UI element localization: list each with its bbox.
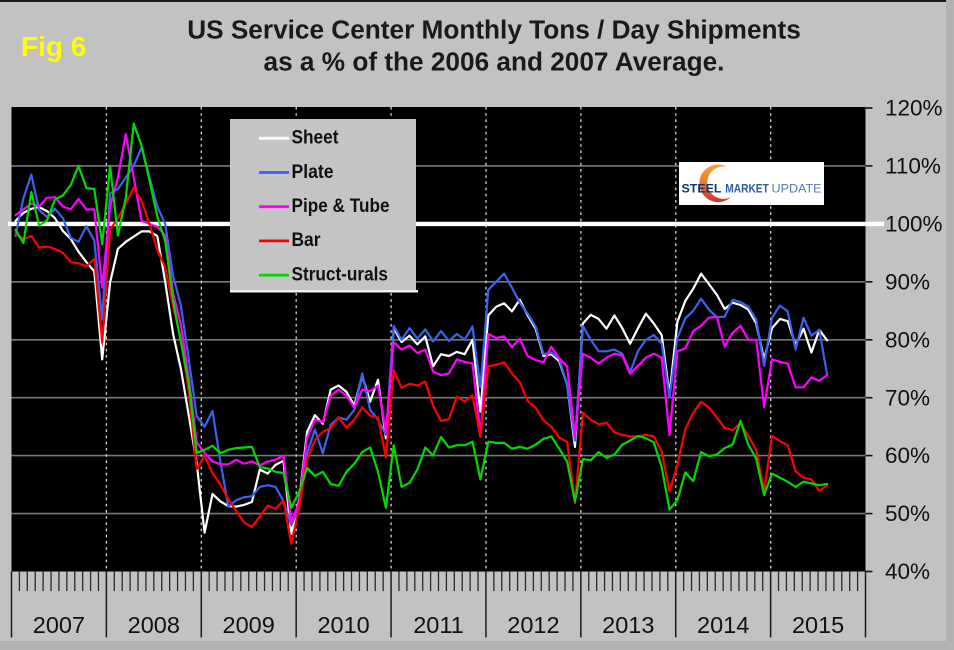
svg-text:Pipe & Tube: Pipe & Tube — [292, 195, 390, 217]
svg-text:2009: 2009 — [223, 612, 275, 638]
svg-text:2012: 2012 — [507, 612, 559, 638]
svg-text:US Service Center Monthly Tons: US Service Center Monthly Tons / Day Shi… — [187, 15, 801, 45]
svg-text:STEEL: STEEL — [682, 182, 722, 196]
svg-text:UPDATE: UPDATE — [772, 182, 822, 196]
svg-text:80%: 80% — [885, 327, 930, 352]
svg-text:110%: 110% — [885, 154, 941, 179]
svg-text:Struct-urals: Struct-urals — [292, 263, 389, 285]
svg-text:MARKET: MARKET — [725, 182, 769, 196]
svg-text:100%: 100% — [885, 212, 943, 237]
svg-text:90%: 90% — [885, 269, 930, 294]
svg-text:40%: 40% — [885, 559, 930, 584]
svg-text:Sheet: Sheet — [292, 127, 339, 149]
svg-text:2007: 2007 — [33, 612, 85, 638]
svg-text:Bar: Bar — [292, 229, 321, 251]
svg-text:2008: 2008 — [128, 612, 180, 638]
svg-text:2010: 2010 — [317, 612, 369, 638]
svg-text:as a % of the 2006 and 2007 Av: as a % of the 2006 and 2007 Average. — [264, 47, 725, 77]
svg-text:2014: 2014 — [697, 612, 749, 638]
svg-text:2013: 2013 — [602, 612, 654, 638]
svg-text:2015: 2015 — [792, 612, 844, 638]
svg-text:2011: 2011 — [413, 612, 464, 638]
svg-text:70%: 70% — [885, 385, 930, 410]
svg-text:120%: 120% — [885, 96, 943, 121]
svg-text:Plate: Plate — [292, 161, 334, 183]
svg-text:50%: 50% — [885, 501, 930, 526]
svg-text:60%: 60% — [885, 443, 930, 468]
svg-text:Fig 6: Fig 6 — [21, 31, 86, 62]
